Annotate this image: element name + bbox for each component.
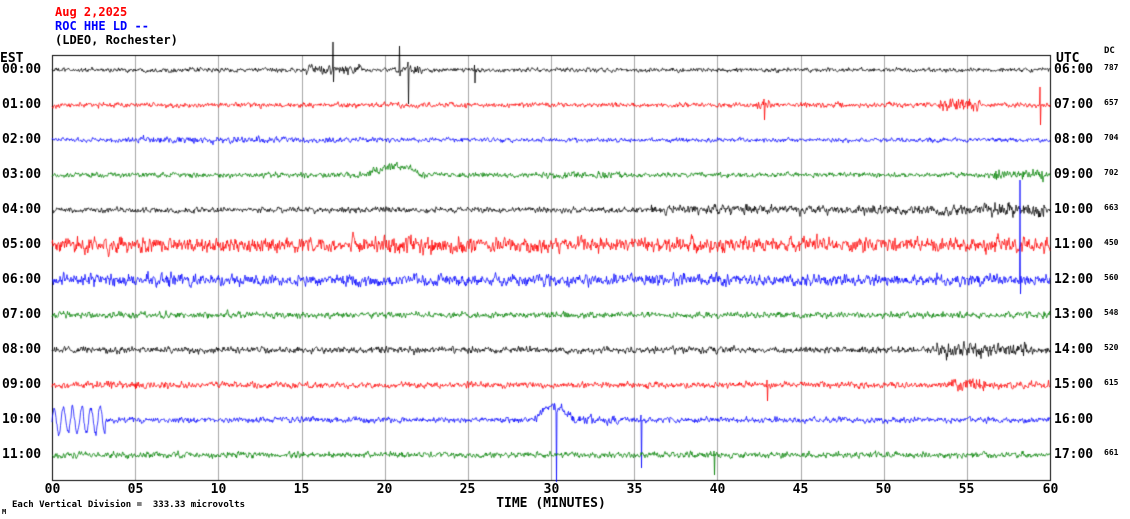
x-tick-label: 20 (376, 482, 393, 497)
x-tick-label: 45 (792, 482, 809, 497)
dc-offset-value: 787 (1104, 63, 1119, 72)
est-time-label: 03:00 (2, 167, 42, 182)
left-timezone-label: EST (0, 51, 24, 66)
utc-time-label: 15:00 (1054, 377, 1094, 392)
est-time-label: 02:00 (2, 132, 42, 147)
est-time-label: 10:00 (2, 412, 42, 427)
header-station-code: ROC HHE LD -- (55, 19, 149, 33)
dc-offset-value: 704 (1104, 133, 1119, 142)
dc-offset-value: 615 (1104, 378, 1119, 387)
est-time-label: 01:00 (2, 97, 42, 112)
utc-time-label: 13:00 (1054, 307, 1094, 322)
dc-offset-value: 657 (1104, 98, 1119, 107)
utc-time-label: 12:00 (1054, 272, 1094, 287)
header-station-location: (LDEO, Rochester) (55, 33, 178, 47)
utc-time-label: 14:00 (1054, 342, 1094, 357)
dc-offset-value: 661 (1104, 448, 1119, 457)
est-time-label: 07:00 (2, 307, 42, 322)
dc-offset-value: 560 (1104, 273, 1119, 282)
x-tick-label: 05 (127, 482, 144, 497)
est-time-label: 09:00 (2, 377, 42, 392)
x-tick-label: 60 (1042, 482, 1059, 497)
dc-offset-value: 702 (1104, 168, 1119, 177)
utc-time-label: 07:00 (1054, 97, 1094, 112)
x-tick-label: 25 (459, 482, 476, 497)
right-timezone-label: UTC (1056, 51, 1080, 66)
x-tick-label: 00 (44, 482, 61, 497)
x-tick-label: 30 (543, 482, 560, 497)
utc-time-label: 08:00 (1054, 132, 1094, 147)
est-time-label: 06:00 (2, 272, 42, 287)
x-tick-label: 55 (958, 482, 975, 497)
x-axis-label: TIME (MINUTES) (496, 496, 606, 511)
est-time-label: 04:00 (2, 202, 42, 217)
utc-time-label: 17:00 (1054, 447, 1094, 462)
x-tick-label: 10 (210, 482, 227, 497)
dc-offset-value: 663 (1104, 203, 1119, 212)
utc-time-label: 06:00 (1054, 62, 1094, 77)
corner-mark: M (2, 508, 7, 516)
est-time-label: 08:00 (2, 342, 42, 357)
est-time-label: 11:00 (2, 447, 42, 462)
header-date: Aug 2,2025 (55, 5, 128, 19)
dc-offset-value: 520 (1104, 343, 1119, 352)
est-time-label: 05:00 (2, 237, 42, 252)
utc-time-label: 16:00 (1054, 412, 1094, 427)
x-tick-label: 35 (626, 482, 643, 497)
est-time-label: 00:00 (2, 62, 42, 77)
x-tick-label: 40 (709, 482, 726, 497)
utc-time-label: 09:00 (1054, 167, 1094, 182)
utc-time-label: 10:00 (1054, 202, 1094, 217)
dc-offset-value: 450 (1104, 238, 1119, 247)
x-tick-label: 15 (293, 482, 310, 497)
x-tick-label: 50 (875, 482, 892, 497)
dc-column-label: DC (1104, 46, 1115, 56)
utc-time-label: 11:00 (1054, 237, 1094, 252)
dc-offset-value: 548 (1104, 308, 1119, 317)
scale-note: Each Vertical Division = 333.33 microvol… (12, 500, 245, 510)
